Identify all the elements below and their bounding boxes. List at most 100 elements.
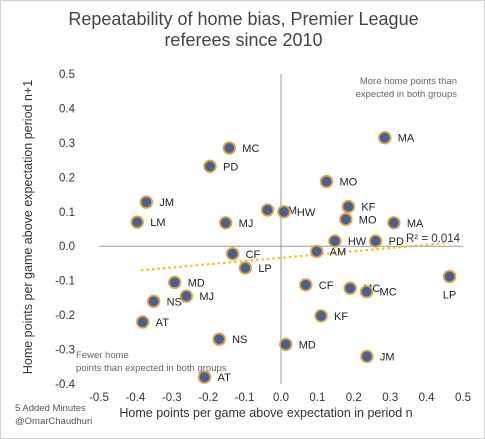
data-point: MO [319, 174, 358, 189]
data-point-label: LP [443, 290, 456, 302]
data-point-label: HW [348, 236, 367, 248]
data-point-marker [339, 212, 353, 227]
y-axis-title: Home points per game above expectation p… [21, 80, 35, 374]
data-point-label: LP [258, 263, 271, 275]
x-tick-label: 0.4 [419, 392, 436, 404]
data-point-marker [299, 278, 313, 292]
data-point-label: MC [242, 143, 259, 155]
data-point-marker [368, 234, 383, 248]
data-point-label: PD [223, 161, 238, 173]
x-tick-label: 0.2 [346, 392, 362, 404]
annotation-top-right-1: More home points than [360, 76, 457, 87]
data-point-marker [277, 205, 291, 219]
data-point: PD [203, 159, 238, 174]
data-point: MD [168, 275, 205, 290]
x-tick-label: -0.1 [235, 392, 255, 404]
data-point-marker [314, 309, 328, 323]
data-point-marker [135, 315, 150, 329]
data-point-marker [387, 216, 401, 230]
y-tick-label: -0.2 [55, 310, 75, 322]
data-point-label: AT [156, 317, 170, 329]
data-point-marker [146, 294, 161, 309]
data-point-label: MD [299, 339, 316, 351]
data-point-marker [341, 199, 356, 214]
y-tick-label: -0.1 [55, 276, 75, 288]
x-tick-label: -0.2 [198, 392, 218, 404]
data-point-marker [279, 337, 293, 352]
data-point-marker [179, 289, 194, 303]
x-tick-label: 0.1 [309, 392, 325, 404]
data-point-marker [359, 284, 374, 299]
data-point-label: CF [319, 280, 334, 292]
data-point-marker [203, 159, 217, 174]
data-point-label: MC [380, 287, 397, 299]
y-tick-label: -0.3 [55, 345, 75, 357]
y-tick-label: 0.0 [59, 241, 75, 253]
x-tick-label: -0.3 [162, 392, 182, 404]
y-tick-label: 0.5 [59, 69, 75, 81]
data-point-label: MA [407, 218, 424, 230]
data-point-label: MA [398, 133, 415, 145]
data-point-label: PD [389, 236, 404, 248]
data-point-label: MD [188, 277, 205, 289]
data-point: LP [238, 261, 272, 275]
x-tick-label: 0.0 [273, 392, 289, 404]
data-point: NS [212, 332, 247, 346]
y-tick-label: 0.4 [59, 103, 76, 115]
y-tick-label: -0.4 [55, 379, 75, 391]
data-point: MJ [218, 216, 254, 230]
data-point: MA [387, 216, 424, 230]
data-point: LP [442, 269, 457, 302]
x-tick-label: -0.5 [89, 392, 109, 404]
data-point-label: MO [359, 214, 377, 226]
data-point-marker [168, 275, 182, 290]
data-point-label: AT [218, 372, 232, 384]
data-point-marker [343, 281, 357, 295]
r-squared-label: R² = 0.014 [406, 233, 461, 245]
data-point-marker [225, 247, 240, 261]
x-axis-title: Home points per game above expectation i… [119, 406, 412, 420]
data-point: CF [225, 247, 261, 261]
data-point: KF [314, 309, 348, 323]
data-point-label: CF [246, 249, 261, 261]
data-point-marker [260, 203, 275, 217]
x-tick-labels: -0.5 -0.4 -0.3 -0.2 -0.1 0.0 0.1 0.2 0.3 0.4 0.5 [89, 392, 471, 404]
data-point: MJ [179, 289, 214, 303]
data-point-label: JM [159, 197, 174, 209]
data-point: KF [341, 199, 376, 214]
data-point-marker [442, 269, 457, 284]
y-tick-label: 0.1 [59, 207, 75, 219]
data-point-marker [197, 370, 212, 384]
data-point-marker [218, 216, 233, 230]
chart-title-line-2: referees since 2010 [164, 30, 323, 50]
annotation-top-right-2: expected in both groups [356, 89, 458, 100]
data-point: PD [368, 234, 404, 248]
data-point: LM [130, 215, 166, 229]
data-point: AT [197, 370, 232, 384]
data-point-marker [130, 215, 144, 229]
data-point-label: MJ [239, 218, 254, 230]
data-point-marker [378, 131, 392, 145]
annotation-bottom-left-2: points than expected in both groups [76, 363, 227, 374]
data-point-label: LM [150, 217, 165, 229]
data-point-marker [360, 349, 374, 364]
data-point-marker [319, 174, 334, 189]
data-point-label: AM [330, 246, 347, 258]
data-point: MA [378, 131, 415, 145]
data-point: NS [146, 294, 182, 309]
y-tick-labels: 0.5 0.4 0.3 0.2 0.1 0.0 -0.1 -0.2 -0.3 -0.4 [55, 69, 75, 391]
annotation-bottom-left-1: Fewer home [76, 350, 129, 361]
data-point-marker [139, 195, 154, 209]
y-tick-label: 0.2 [59, 172, 75, 184]
data-point-label: MJ [199, 291, 214, 303]
data-point-marker [328, 234, 342, 248]
credit: 5 Added Minutes @OmarChaudhuri [15, 402, 92, 428]
data-point-label: KF [334, 311, 348, 323]
data-point-label: MO [340, 176, 358, 188]
data-point: MD [279, 337, 316, 352]
credit-line-2: @OmarChaudhuri [15, 416, 93, 427]
data-point-marker [222, 141, 237, 155]
data-point-marker [212, 332, 226, 346]
data-point: AT [135, 315, 170, 329]
